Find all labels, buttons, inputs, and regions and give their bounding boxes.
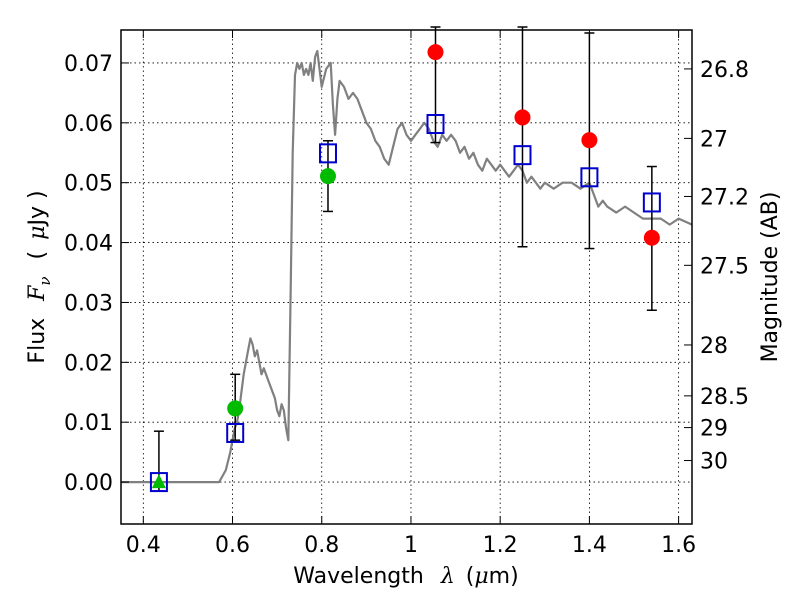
observed-point-green (227, 400, 244, 417)
y2-tick-label: 26.8 (700, 58, 749, 83)
model-sed-line (121, 49, 693, 484)
observed-point-triangle (151, 474, 166, 489)
y2-tick-label: 27.2 (700, 185, 749, 210)
y-tick-label: 0.07 (64, 52, 113, 77)
model-sed-series (121, 49, 693, 484)
y-tick-label: 0.06 (64, 112, 113, 137)
y-axis-label-open: ( (25, 251, 50, 260)
y-axis-label: Flux Fν ( μJy ) (25, 190, 56, 363)
model-photometry-box (226, 422, 245, 443)
y-tick-label: 0.02 (64, 351, 113, 376)
y2-tick-label: 29 (700, 417, 728, 442)
y-axis-label-text: Flux (25, 318, 50, 364)
x-tick-label: 1.2 (483, 533, 518, 558)
y2-tick-label: 27.5 (700, 254, 749, 279)
y-tick-label: 0.03 (64, 291, 113, 316)
x-tick-label: 1 (404, 533, 418, 558)
y-tick-label: 0.05 (64, 172, 113, 197)
errorbars (153, 26, 657, 492)
y-tick-label: 0.01 (64, 411, 113, 436)
observed-point-red (514, 109, 531, 126)
x-axis-label-symbol: λ (440, 564, 455, 589)
y-tick-label: 0.04 (64, 232, 113, 257)
y-axis-label-symbol: F (25, 285, 50, 302)
x-axis-label-text: Wavelength (293, 564, 424, 589)
y2-tick-label: 27 (700, 127, 728, 152)
y2-tick-label: 28 (700, 334, 728, 359)
model-photometry-box (642, 192, 661, 213)
x-tick-label: 1.6 (661, 533, 696, 558)
x-axis-label-mu: μ (474, 564, 488, 589)
plot-frame (120, 29, 693, 525)
grid-lines (121, 30, 692, 524)
model-photometry-box (513, 145, 532, 166)
x-tick-label: 0.8 (304, 533, 339, 558)
model-photometry-box (426, 114, 445, 135)
x-tick-label: 0.6 (215, 533, 250, 558)
observed-point-red (581, 132, 598, 149)
axis-ticks: 0.4 0.6 0.8 1 1.2 1.4 1.6 0.00 0.01 0.02 0.03 0.04 0… (64, 30, 749, 558)
y-axis-label-mu: μ (25, 226, 50, 240)
model-photometry-box (149, 472, 168, 493)
y-axis-label-sub: ν (36, 276, 54, 285)
y-axis-label-unit: Jy ) (25, 190, 50, 227)
x-axis-label: Wavelength λ (μm) (293, 564, 518, 589)
x-tick-label: 1.4 (572, 533, 607, 558)
observed-point-red (427, 44, 444, 61)
x-axis-label-open: ( (466, 564, 475, 589)
model-photometry-box (580, 167, 599, 188)
y2-tick-label: 30 (700, 450, 728, 475)
observed-point-red (643, 229, 660, 246)
y2-axis-label: Magnitude (AB) (758, 192, 783, 363)
y-tick-label: 0.00 (64, 471, 113, 496)
model-photometry-box (318, 143, 337, 164)
y2-tick-label: 28.5 (700, 385, 749, 410)
x-axis-label-unit: m) (489, 564, 519, 589)
data-points (149, 44, 661, 493)
x-tick-label: 0.4 (126, 533, 161, 558)
observed-point-green (319, 168, 336, 185)
